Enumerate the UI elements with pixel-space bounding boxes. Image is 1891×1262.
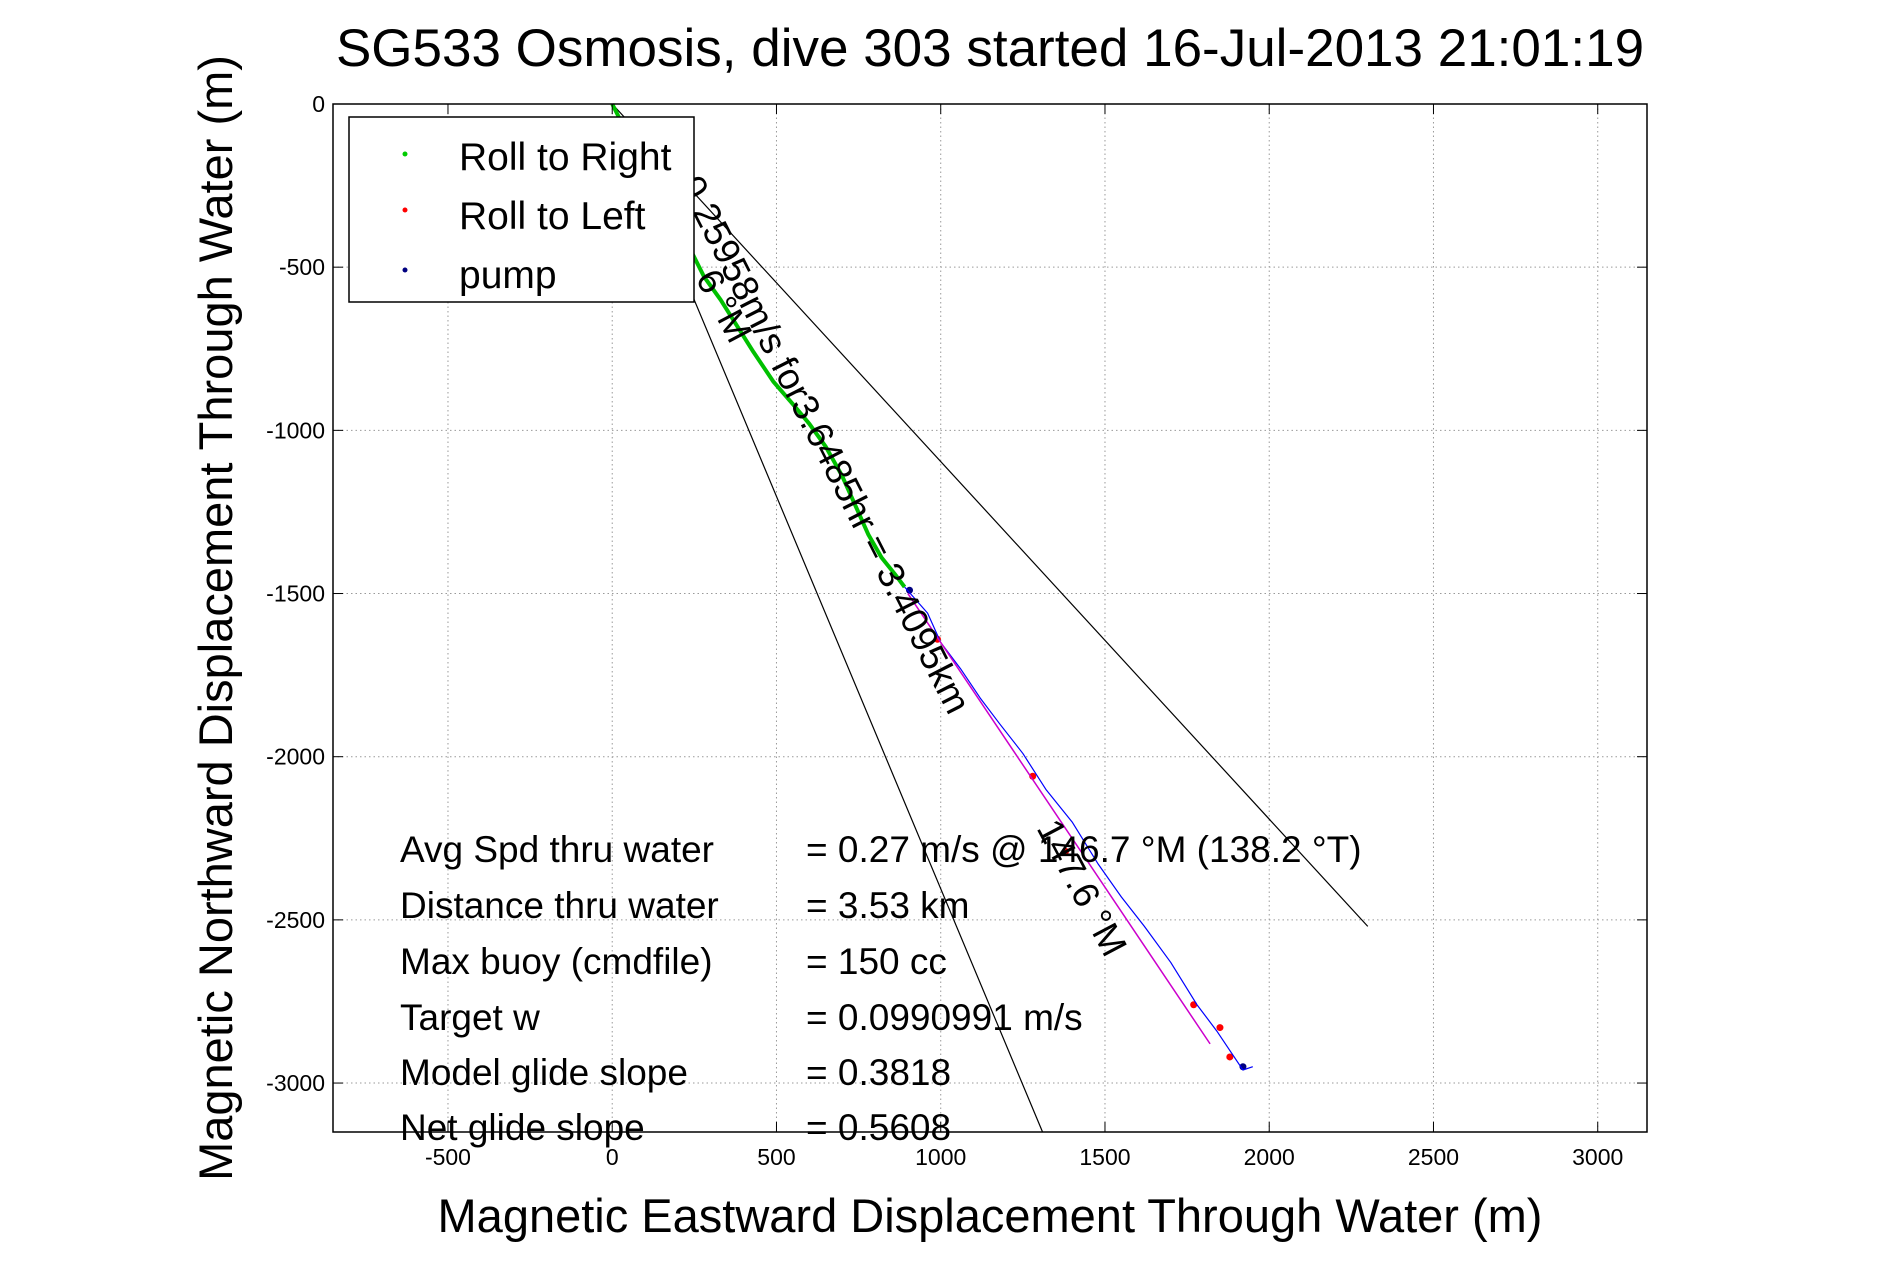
series-line-model — [907, 593, 1211, 1045]
y-tick-label: -500 — [279, 254, 325, 280]
x-tick-label: 0 — [606, 1144, 619, 1170]
legend: Roll to Right Roll to Left pump — [348, 116, 695, 303]
stat-value-target-w: = 0.0990991 m/s — [806, 997, 1083, 1038]
series-point-pump — [1239, 1063, 1247, 1071]
stat-value-distance: = 3.53 km — [806, 885, 970, 926]
stat-label-distance: Distance thru water — [400, 885, 719, 926]
series-point-pump — [906, 586, 914, 594]
reference-line — [611, 103, 1369, 927]
stat-label-target-w: Target w — [400, 997, 540, 1038]
series-point-roll-to-left — [1216, 1024, 1224, 1032]
y-ticks: 0 -500 -1000 -1500 -2000 -2500 -3000 — [266, 91, 1647, 1096]
legend-marker-roll-left — [402, 207, 408, 213]
stat-value-avg-speed: = 0.27 m/s @ 146.7 °M (138.2 °T) — [806, 829, 1362, 870]
stat-label-avg-speed: Avg Spd thru water — [400, 829, 714, 870]
x-tick-label: 2500 — [1408, 1144, 1459, 1170]
stats-block: Avg Spd thru water = 0.27 m/s @ 146.7 °M… — [400, 829, 1362, 1148]
annotation-speed-distance: 0.25958m/s for3.6485hr = 3.4095km — [671, 169, 979, 720]
y-axis-title: Magnetic Northward Displacement Through … — [189, 55, 242, 1181]
series-point-roll-to-left — [1226, 1053, 1234, 1061]
x-tick-label: 1500 — [1079, 1144, 1130, 1170]
series-point-roll-to-left — [1062, 847, 1070, 855]
legend-label-pump: pump — [459, 254, 557, 297]
y-tick-label: -2500 — [266, 907, 325, 933]
stat-value-model-glide: = 0.3818 — [806, 1052, 951, 1093]
y-tick-label: -1000 — [266, 417, 325, 443]
plot-frame — [332, 103, 1648, 1133]
x-tick-label: 2000 — [1244, 1144, 1295, 1170]
legend-label-roll-right: Roll to Right — [459, 136, 672, 179]
series-line-track — [904, 586, 1253, 1071]
x-tick-label: 3000 — [1572, 1144, 1623, 1170]
y-tick-label: -3000 — [266, 1070, 325, 1096]
legend-marker-roll-right — [402, 151, 408, 157]
x-tick-label: -500 — [425, 1144, 471, 1170]
y-tick-label: -2000 — [266, 744, 325, 770]
chart-title: SG533 Osmosis, dive 303 started 16-Jul-2… — [336, 19, 1644, 78]
y-tick-label: -1500 — [266, 581, 325, 607]
legend-marker-pump — [402, 267, 408, 273]
legend-label-roll-left: Roll to Left — [459, 195, 646, 238]
x-ticks: -500 0 500 1000 1500 2000 2500 3000 — [425, 104, 1623, 1170]
stat-label-model-glide: Model glide slope — [400, 1052, 688, 1093]
stat-label-max-buoy: Max buoy (cmdfile) — [400, 941, 713, 982]
y-tick-label: 0 — [312, 91, 325, 117]
stat-label-net-glide: Net glide slope — [400, 1107, 645, 1148]
stat-value-max-buoy: = 150 cc — [806, 941, 947, 982]
x-axis-title: Magnetic Eastward Displacement Through W… — [438, 1189, 1543, 1242]
x-tick-label: 500 — [757, 1144, 795, 1170]
stat-value-net-glide: = 0.5608 — [806, 1107, 951, 1148]
x-tick-label: 1000 — [915, 1144, 966, 1170]
